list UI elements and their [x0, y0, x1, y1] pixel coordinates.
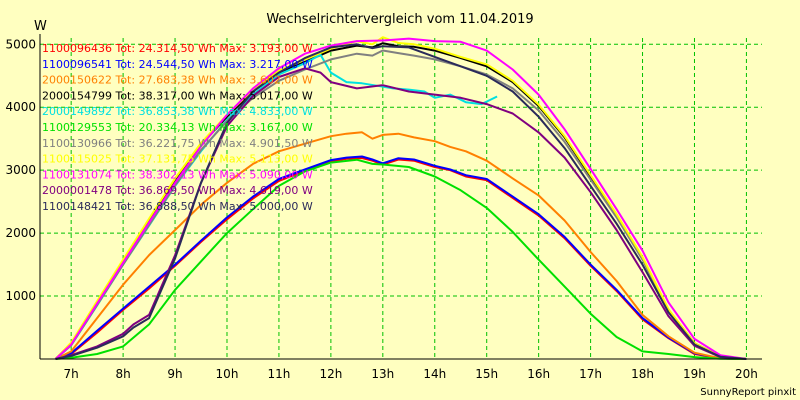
- x-tick-label: 18h: [631, 367, 654, 381]
- x-tick-label: 11h: [267, 367, 290, 381]
- x-tick-labels: 7h 8h 9h 10h 11h 12h 13h 14h 15h 16h 17h 18h 19h 20h: [64, 367, 758, 381]
- x-tick-label: 8h: [115, 367, 130, 381]
- series-line-1100131074: [54, 37, 747, 360]
- y-tick-label: 5000: [5, 37, 36, 51]
- x-tick-label: 16h: [527, 367, 550, 381]
- x-tick-label: 9h: [167, 367, 182, 381]
- series-line-2000150622: [55, 131, 747, 360]
- series-line-1100148421: [55, 43, 747, 360]
- y-axis-unit: W: [34, 19, 47, 34]
- series-line-1100130966: [54, 49, 747, 360]
- legend-entry-1100148421: 1100148421 Tot: 36.888,50 Wh Max: 5.000,…: [42, 200, 313, 213]
- x-tick-label: 20h: [735, 367, 758, 381]
- y-tick-label: 1000: [5, 289, 36, 303]
- legend-entry-1100096541: 1100096541 Tot: 24.544,50 Wh Max: 3.217,…: [42, 58, 313, 71]
- y-tick-label: 3000: [5, 163, 36, 177]
- x-tick-label: 17h: [579, 367, 602, 381]
- series-line-1100129553: [55, 158, 747, 360]
- y-tick-label: 2000: [5, 226, 36, 240]
- series-line-1100096541: [55, 155, 747, 360]
- legend: 1100096436 Tot: 24.314,50 Wh Max: 3.193,…: [42, 42, 313, 213]
- legend-entry-1100096436: 1100096436 Tot: 24.314,50 Wh Max: 3.193,…: [42, 42, 313, 55]
- legend-entry-2000154799: 2000154799 Tot: 38.317,00 Wh Max: 5.017,…: [42, 89, 313, 102]
- x-tick-label: 12h: [319, 367, 342, 381]
- grid-lines: [40, 38, 762, 359]
- x-tick-label: 14h: [423, 367, 446, 381]
- x-tick-label: 19h: [683, 367, 706, 381]
- x-tick-label: 13h: [371, 367, 394, 381]
- legend-entry-2000149892: 2000149892 Tot: 36.853,38 Wh Max: 4.833,…: [42, 105, 313, 118]
- legend-entry-1100115025: 1100115025 Tot: 37.131,75 Wh Max: 5.113,…: [42, 153, 313, 166]
- legend-entry-2000150622: 2000150622 Tot: 27.683,38 Wh Max: 3.602,…: [42, 74, 313, 87]
- x-tick-label: 7h: [64, 367, 79, 381]
- y-tick-labels: 1000 2000 3000 4000 5000: [5, 37, 36, 303]
- series-lines: [54, 36, 747, 360]
- legend-entry-1100131074: 1100131074 Tot: 38.302,13 Wh Max: 5.090,…: [42, 168, 313, 181]
- chart-title: Wechselrichtervergleich vom 11.04.2019: [266, 12, 533, 27]
- series-line-2000001478: [55, 67, 747, 360]
- x-tick-label: 10h: [216, 367, 239, 381]
- x-tick-label: 15h: [475, 367, 498, 381]
- legend-entry-2000001478: 2000001478 Tot: 36.869,50 Wh Max: 4.619,…: [42, 184, 313, 197]
- footer-credit: SunnyReport pinxit: [700, 387, 796, 398]
- legend-entry-1100130966: 1100130966 Tot: 36.221,75 Wh Max: 4.901,…: [42, 137, 313, 150]
- axes: [39, 34, 762, 360]
- legend-entry-1100129553: 1100129553 Tot: 20.334,13 Wh Max: 3.167,…: [42, 121, 313, 134]
- y-tick-label: 4000: [5, 100, 36, 114]
